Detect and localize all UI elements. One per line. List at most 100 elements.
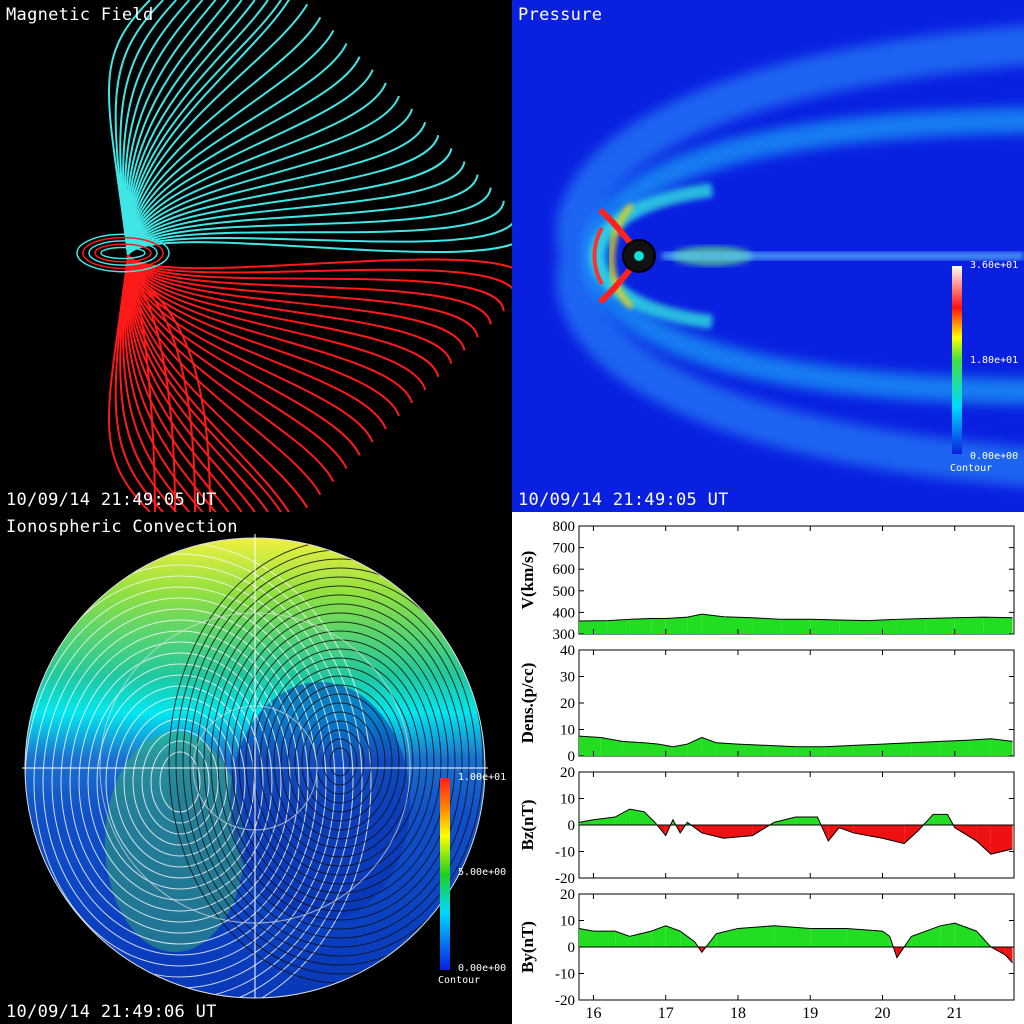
contour-dawn-cell: [217, 603, 463, 921]
y-tick-label: 0: [568, 940, 576, 956]
dipole-loop: [100, 246, 146, 260]
north-field-line: [126, 29, 335, 256]
ionosphere-colorbar: [440, 778, 450, 970]
dipole-loop: [88, 240, 158, 266]
area-segment: [976, 825, 991, 855]
area-segment: [657, 825, 666, 836]
contour-dusk-cell: [150, 740, 210, 824]
y-tick-label: 40: [560, 643, 575, 659]
pressure-timestamp: 10/09/14 21:49:05 UT: [518, 490, 729, 510]
area-segment: [629, 618, 652, 634]
north-field-line: [126, 3, 309, 256]
south-field-line: [127, 254, 479, 338]
dayside-high: [592, 226, 604, 286]
x-tick-label: 17: [658, 1005, 674, 1022]
y-tick-label: 10: [560, 792, 575, 808]
y-tick-label: 400: [553, 605, 576, 621]
area-segment: [593, 931, 616, 947]
dipole-loop: [76, 233, 170, 273]
contour-dawn-cell: [210, 594, 470, 930]
area-segment: [868, 619, 897, 634]
south-field-line: [127, 254, 505, 312]
south-field-line: [126, 254, 243, 512]
contour-dawn-cell: [182, 558, 485, 966]
y-tick-label: 10: [560, 723, 575, 739]
area-segment: [839, 825, 854, 833]
area-segment: [593, 817, 616, 825]
contour-dawn-cell: [189, 567, 485, 957]
south-field-line: [123, 254, 204, 512]
south-field-line: [127, 254, 492, 325]
y-tick-label: 500: [553, 584, 576, 600]
area-segment: [607, 619, 630, 634]
area-segment: [701, 737, 717, 756]
south-field-line: [127, 254, 453, 364]
south-field-line: [132, 274, 176, 512]
dipole-loop: [94, 243, 152, 263]
area-segment: [904, 825, 919, 844]
north-field-line: [127, 43, 348, 256]
north-field-line: [126, 0, 282, 256]
ionosphere-colorbar-mid: 5.00e+00: [458, 867, 507, 878]
south-field-line: [127, 254, 361, 456]
contour-dusk-cell: [123, 707, 237, 857]
area-segment: [651, 925, 666, 947]
solar-wind-timeseries-panel: 300 400 500 600 700 800 V(km/s) 0 10 20 30 40 Dens.(…: [512, 512, 1024, 1024]
inner-sheath: [589, 183, 713, 329]
contour-dawn-cell: [245, 639, 435, 885]
area-segment: [665, 925, 681, 947]
ionosphere-colorbar-label: Contour: [438, 975, 481, 986]
contour-dawn-cell: [308, 720, 372, 804]
north-field-line: [125, 0, 230, 256]
y-tick-label: 10: [560, 914, 575, 930]
area-segment: [824, 745, 854, 756]
north-field-line: [123, 0, 204, 256]
contour-dawn-cell: [273, 675, 407, 849]
pressure-colorbar: [952, 266, 962, 454]
area-segment: [853, 744, 883, 756]
contour-dawn-cell: [301, 711, 379, 813]
area-segment: [665, 617, 688, 634]
north-field-line: [127, 56, 361, 256]
north-field-line: [126, 0, 256, 256]
area-segment: [925, 617, 955, 634]
y-tick-label: -20: [555, 871, 575, 887]
contour-dusk-cell: [25, 553, 363, 998]
contour-dusk-cell: [60, 630, 300, 934]
area-segment: [579, 928, 594, 947]
contour-dawn-cell: [231, 621, 449, 903]
south-field-line: [132, 274, 196, 512]
north-field-line: [127, 121, 427, 256]
ionospheric-convection-timestamp: 10/09/14 21:49:06 UT: [6, 1002, 217, 1022]
south-field-line: [127, 254, 387, 430]
north-field-line: [122, 0, 191, 256]
x-tick-label: 19: [802, 1005, 818, 1022]
pressure-panel: 3.60e+01 1.80e+01 0.00e+00 Contour Press…: [512, 0, 1024, 512]
contour-dawn-cell: [294, 702, 386, 822]
contour-dusk-cell: [132, 718, 228, 846]
y-tick-label: 20: [560, 765, 575, 781]
y-axis-label: V(km/s): [518, 551, 537, 610]
north-field-line: [127, 135, 440, 256]
y-tick-label: -20: [555, 993, 575, 1009]
area-segment: [976, 931, 991, 947]
plot-frame: [578, 649, 1015, 757]
area-segment: [600, 737, 623, 756]
area-segment: [911, 741, 941, 756]
pressure-colorbar-label: Contour: [950, 463, 993, 474]
y-tick-label: 700: [553, 541, 576, 557]
north-field-line: [127, 95, 400, 256]
area-segment: [716, 742, 738, 756]
area-segment: [774, 925, 811, 947]
area-segment: [853, 825, 869, 836]
contour-dusk-cell: [33, 597, 327, 967]
contour-dusk-cell: [114, 696, 246, 868]
series-line: [578, 735, 1013, 748]
south-field-line: [126, 254, 309, 509]
magnetotail: [662, 252, 1024, 260]
y-tick-label: 30: [560, 670, 575, 686]
contour-dusk-cell: [42, 608, 318, 956]
ionosphere-colorbar-max: 1.00e+01: [458, 772, 507, 783]
area-segment: [889, 936, 894, 947]
area-segment: [954, 617, 984, 634]
